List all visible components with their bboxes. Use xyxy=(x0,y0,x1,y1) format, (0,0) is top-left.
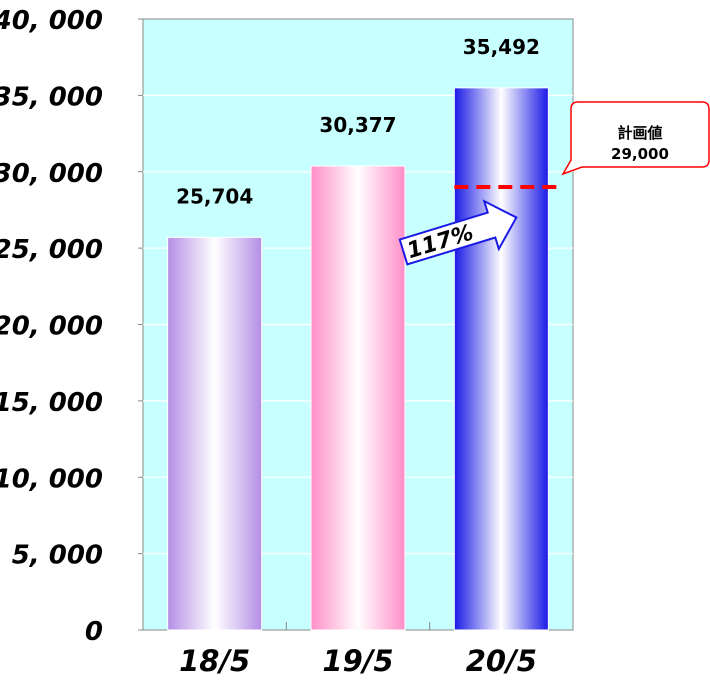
y-tick-label: 35, 000 xyxy=(0,82,103,112)
data-label: 35,492 xyxy=(463,35,540,59)
y-tick-label: 30, 000 xyxy=(0,159,103,189)
bar xyxy=(310,165,406,631)
x-tick-label: 18/5 xyxy=(179,644,250,678)
data-label: 30,377 xyxy=(319,113,396,137)
y-tick-label: 0 xyxy=(85,617,103,647)
bar xyxy=(453,87,549,631)
y-tick-label: 40, 000 xyxy=(0,6,103,36)
y-tick-label: 25, 000 xyxy=(0,235,103,265)
x-tick-label: 20/5 xyxy=(466,644,537,678)
bars xyxy=(167,87,549,631)
plan-callout: 計画値 29,000 xyxy=(561,101,710,176)
data-labels: 25,704 30,377 35,492 xyxy=(176,35,540,209)
y-axis-ticks: 0 5, 000 10, 000 15, 000 20, 000 25, 000 30, 0… xyxy=(0,6,103,647)
plan-callout-box xyxy=(561,101,710,176)
y-tick-label: 5, 000 xyxy=(12,541,103,571)
arrow-shape-icon xyxy=(398,199,518,266)
data-label: 25,704 xyxy=(176,184,253,208)
bar xyxy=(167,236,263,631)
y-tick-label: 10, 000 xyxy=(0,464,103,494)
y-tick-label: 20, 000 xyxy=(0,312,103,342)
plan-value: 29,000 xyxy=(611,145,669,163)
y-tick-label: 15, 000 xyxy=(0,388,103,418)
plan-label: 計画値 xyxy=(617,124,662,142)
x-axis-ticks: 18/5 19/5 20/5 xyxy=(179,644,537,678)
x-tick-label: 19/5 xyxy=(322,644,393,678)
